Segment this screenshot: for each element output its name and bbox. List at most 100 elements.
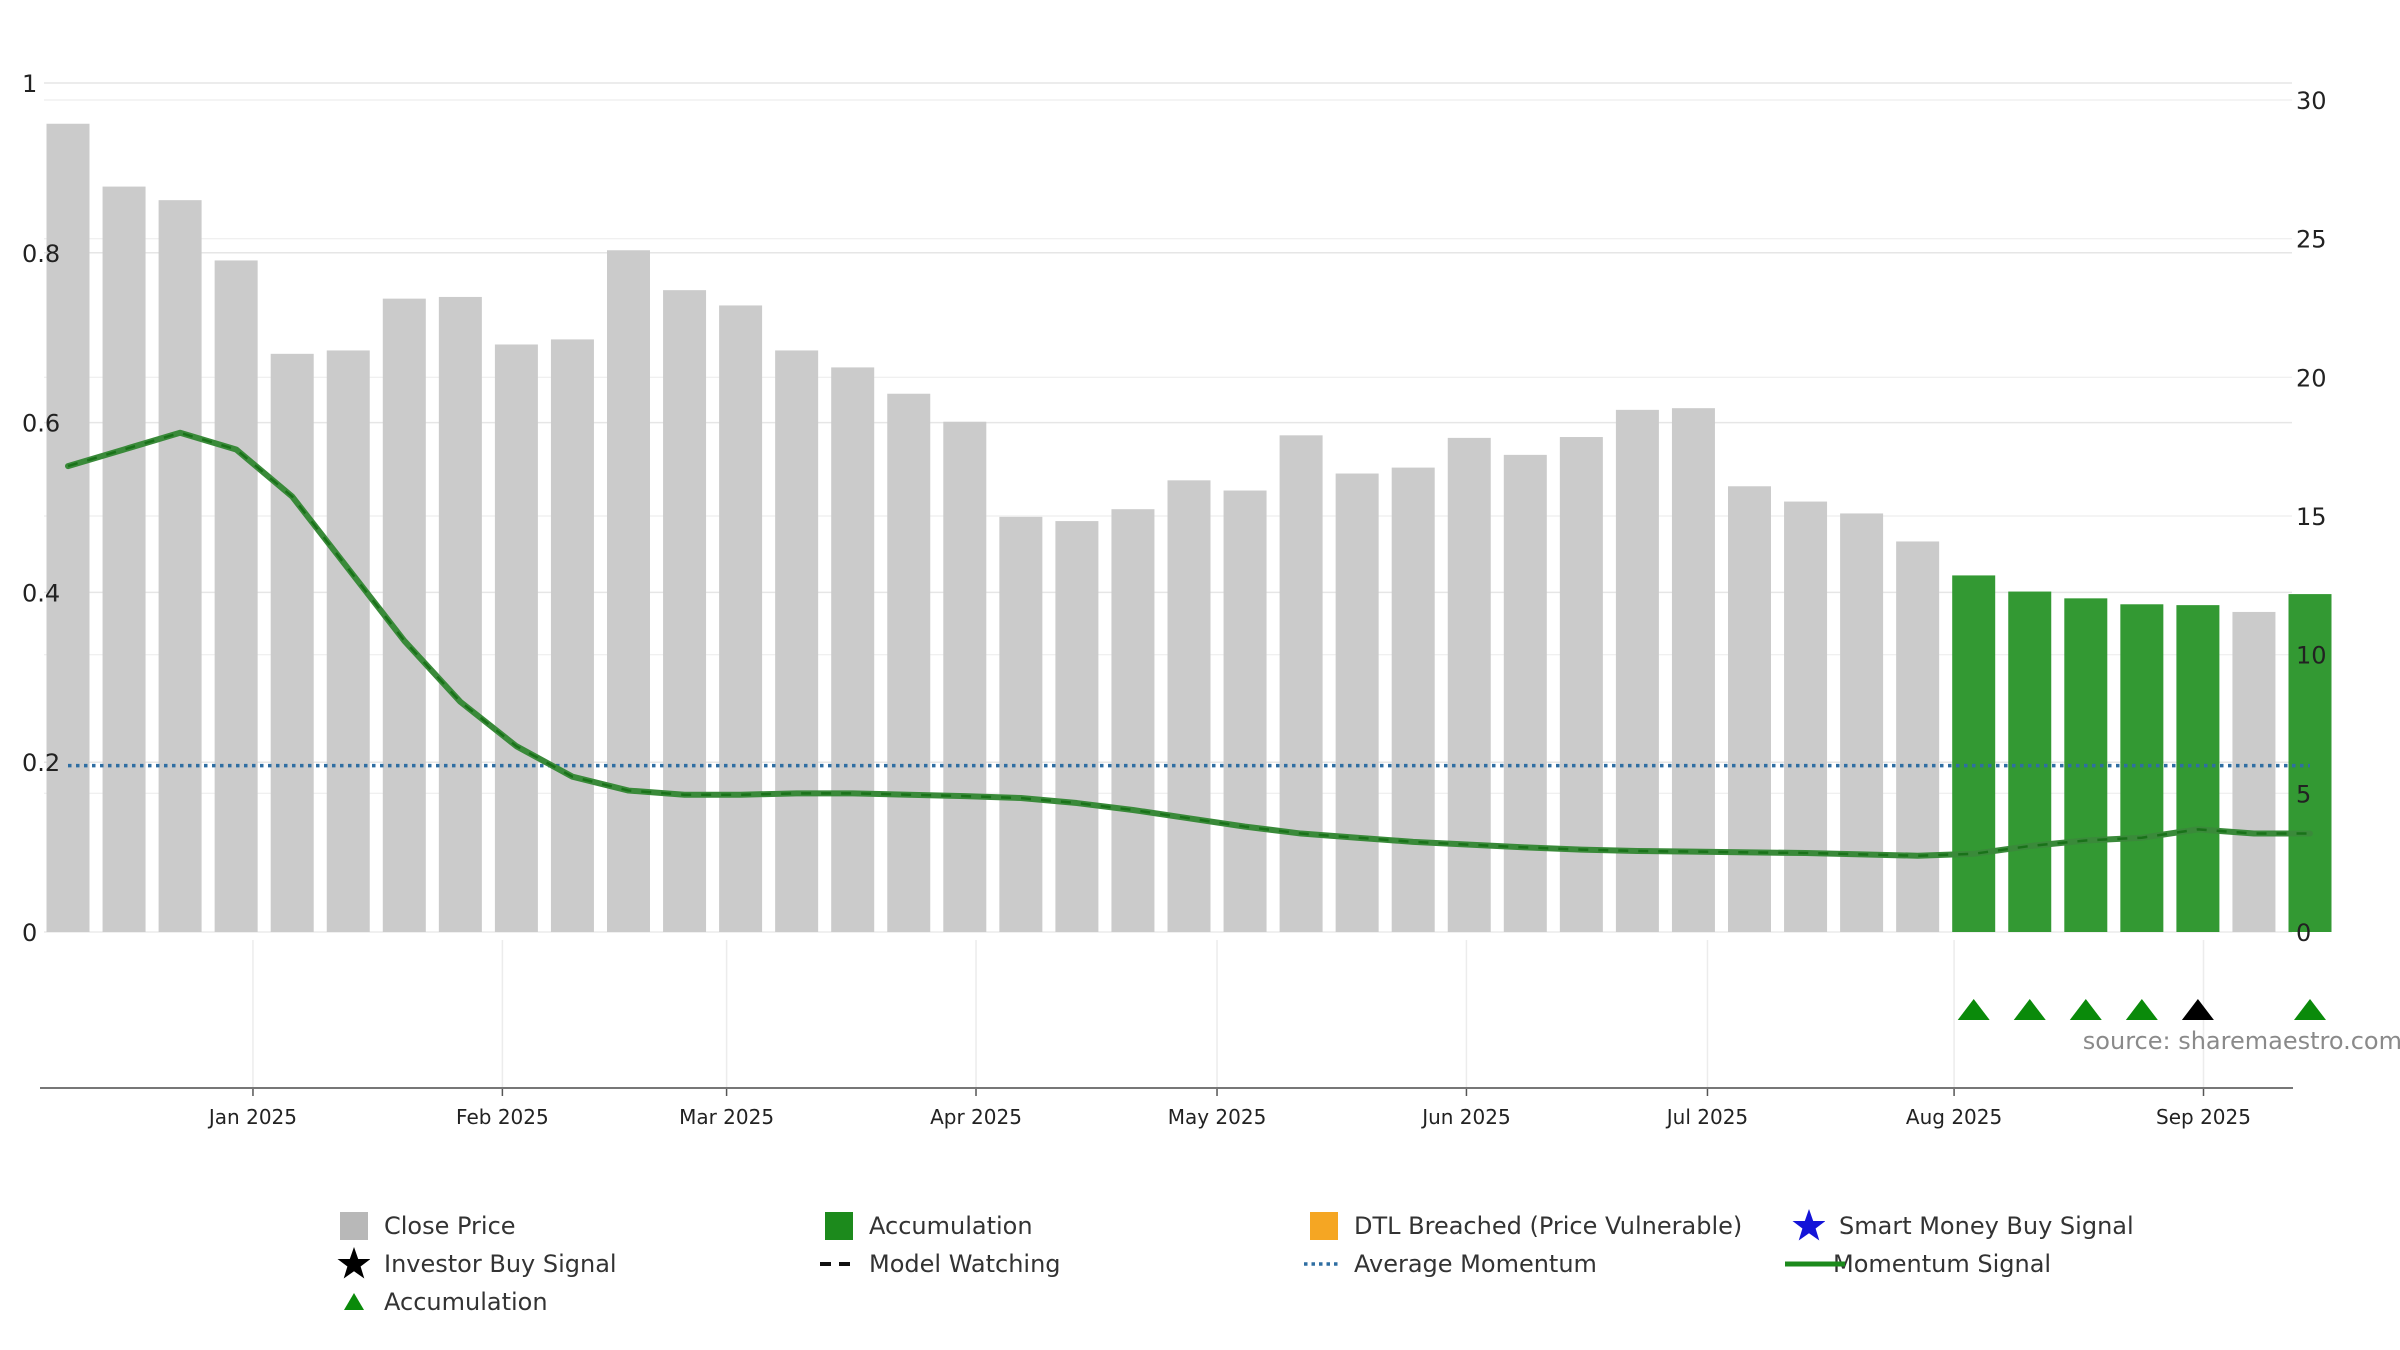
right-axis-tick-label: 25: [2296, 226, 2327, 254]
right-axis-tick-label: 20: [2296, 364, 2327, 392]
close-price-bar: [270, 353, 314, 932]
legend-label: Investor Buy Signal: [384, 1250, 617, 1278]
close-price-bar: [158, 200, 202, 933]
close-price-bar: [943, 421, 987, 932]
close-price-bar: [1896, 541, 1940, 932]
close-price-bar: [663, 290, 707, 932]
accumulation-marker: [2013, 999, 2046, 1020]
blue-star-icon: [1785, 1208, 1826, 1244]
x-axis-tick-label: Jul 2025: [1665, 1105, 1748, 1129]
legend-item-accumulation-marker: Accumulation: [330, 1284, 548, 1320]
left-axis-tick-label: 0: [22, 919, 37, 947]
orange-square-icon: [1300, 1208, 1340, 1244]
accumulation-bar: [2176, 605, 2220, 932]
legend-item-average-momentum: Average Momentum: [1300, 1246, 1597, 1282]
close-price-bar: [1167, 480, 1211, 932]
close-price-bars: [46, 123, 2332, 933]
left-axis-tick-label: 1: [22, 70, 37, 98]
legend-label: Model Watching: [869, 1250, 1061, 1278]
dotted-line-icon: [1300, 1246, 1340, 1282]
model-watching-dash: [67, 431, 2310, 857]
left-axis-tick-label: 0.2: [22, 749, 60, 777]
close-price-bar: [382, 298, 426, 932]
green-square-icon: [815, 1208, 855, 1244]
accumulation-bar: [2120, 604, 2164, 932]
legend-item-smart-money: Smart Money Buy Signal: [1785, 1208, 2134, 1244]
close-price-bar: [1055, 521, 1099, 932]
legend-item-momentum-signal: Momentum Signal: [1785, 1246, 2051, 1282]
black-star-icon: [330, 1246, 371, 1282]
close-price-bar: [1503, 454, 1547, 932]
accumulation-marker: [1957, 999, 1990, 1020]
right-axis-tick-label: 5: [2296, 780, 2311, 808]
legend-label: Close Price: [384, 1212, 516, 1240]
close-price-bar: [831, 367, 875, 932]
close-price-bar: [1391, 467, 1435, 932]
x-axis-tick-label: Jan 2025: [207, 1105, 297, 1129]
legend-item-accumulation-bar: Accumulation: [815, 1208, 1033, 1244]
right-axis-tick-label: 15: [2296, 503, 2327, 531]
accumulation-marker: [2294, 999, 2326, 1020]
accumulation-bar: [1952, 575, 1996, 932]
left-axis-tick-label: 0.4: [22, 579, 60, 607]
x-axis-tick-label: May 2025: [1168, 1105, 1267, 1129]
x-axis-tick-label: Aug 2025: [1906, 1105, 2002, 1129]
right-axis-tick-label: 10: [2296, 642, 2327, 670]
close-price-bar: [1279, 435, 1323, 932]
green-triangle-icon: [330, 1284, 370, 1320]
x-axis-tick-label: Jun 2025: [1420, 1105, 1511, 1129]
legend-item-close-price: Close Price: [330, 1208, 516, 1244]
x-axis-tick-label: Sep 2025: [2156, 1105, 2251, 1129]
close-price-bar: [1447, 437, 1491, 932]
close-price-bar: [1728, 486, 1771, 932]
investor-buy-marker: [2181, 999, 2214, 1020]
x-axis-tick-label: Feb 2025: [456, 1105, 549, 1129]
close-price-bar: [326, 350, 370, 932]
left-axis-tick-label: 0.6: [22, 410, 60, 438]
dashed-line-icon: [815, 1246, 855, 1282]
close-price-bar: [775, 350, 819, 932]
close-price-bar: [550, 339, 594, 932]
close-price-bar: [1615, 409, 1659, 932]
legend-label: Accumulation: [384, 1288, 548, 1316]
close-price-bar: [1111, 509, 1155, 932]
accumulation-marker: [2069, 999, 2102, 1020]
close-price-bar: [1671, 408, 1715, 932]
legend-label: Accumulation: [869, 1212, 1033, 1240]
momentum-lines: [65, 429, 2313, 859]
right-axis-tick-label: 0: [2296, 919, 2311, 947]
close-price-bar: [494, 344, 538, 932]
legend-label: Average Momentum: [1354, 1250, 1597, 1278]
legend: Close Price Accumulation DTL Breached (P…: [330, 1208, 2230, 1338]
close-price-bar: [607, 250, 650, 933]
legend-item-dtl-breached: DTL Breached (Price Vulnerable): [1300, 1208, 1742, 1244]
accumulation-bar: [2008, 591, 2052, 932]
gray-square-icon: [330, 1208, 370, 1244]
accumulation-bar: [2288, 594, 2332, 932]
close-price-bar: [438, 296, 482, 932]
legend-item-investor-buy: Investor Buy Signal: [330, 1246, 617, 1282]
close-price-bar: [1559, 437, 1603, 932]
close-price-bar: [1223, 490, 1267, 932]
legend-label: DTL Breached (Price Vulnerable): [1354, 1212, 1743, 1240]
signal-markers: [1957, 999, 2326, 1020]
accumulation-marker: [2125, 999, 2158, 1020]
close-price-bar: [1840, 513, 1884, 932]
close-price-bar: [999, 516, 1043, 932]
close-price-bar: [719, 305, 763, 932]
green-line-icon: [1785, 1246, 1845, 1282]
close-price-bar: [102, 186, 146, 932]
close-price-bar: [214, 260, 258, 932]
legend-item-model-watching: Model Watching: [815, 1246, 1061, 1282]
close-price-bar: [1335, 473, 1379, 932]
close-price-bar: [46, 123, 90, 932]
close-price-bar: [2232, 611, 2276, 932]
legend-label: Momentum Signal: [1833, 1250, 2052, 1278]
right-axis-tick-label: 30: [2296, 87, 2327, 115]
x-axis-tick-label: Apr 2025: [930, 1105, 1022, 1129]
close-price-bar: [1784, 501, 1828, 932]
close-price-bar: [887, 393, 931, 932]
left-axis-tick-label: 0.8: [22, 240, 60, 268]
legend-label: Smart Money Buy Signal: [1839, 1212, 2134, 1240]
